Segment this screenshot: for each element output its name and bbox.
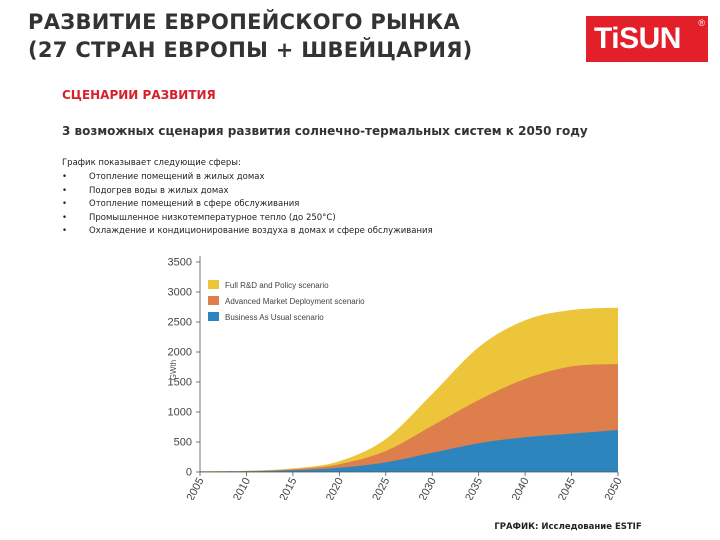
- list-item: • Отопление помещений в сфере обслуживани…: [62, 198, 433, 212]
- title-line-1: РАЗВИТИЕ ЕВРОПЕЙСКОГО РЫНКА: [28, 10, 461, 34]
- bullet-icon: •: [62, 199, 68, 209]
- x-tick-label: 2040: [510, 476, 532, 500]
- y-tick-label: 2500: [168, 317, 192, 329]
- y-tick-label: 1500: [168, 377, 192, 389]
- x-tick-label: 2050: [603, 476, 625, 500]
- page-title: РАЗВИТИЕ ЕВРОПЕЙСКОГО РЫНКА (27 СТРАН ЕВ…: [28, 8, 548, 64]
- x-tick-label: 2025: [370, 476, 392, 500]
- legend-swatch: [208, 280, 219, 289]
- y-tick-label: 2000: [168, 347, 192, 359]
- list-item-label: Отопление помещений в сфере обслуживания: [89, 199, 300, 209]
- scenario-area-chart: 0 500 1000 1500 2000 2500 3000 3500 GWth 2005 2010…: [168, 256, 625, 500]
- legend-label: Full R&D and Policy scenario: [225, 281, 329, 290]
- list-item-label: Охлаждение и кондиционирование воздуха в…: [89, 226, 433, 236]
- section-subtitle: СЦЕНАРИИ РАЗВИТИЯ: [62, 88, 216, 102]
- x-tick-label: 2045: [556, 476, 578, 500]
- intro-text: График показывает следующие сферы:: [62, 158, 241, 168]
- legend-label: Business As Usual scenario: [225, 313, 324, 322]
- list-item: • Подогрев воды в жилых домах: [62, 185, 433, 199]
- registered-mark: ®: [698, 18, 705, 28]
- x-tick-label: 2030: [417, 476, 439, 500]
- x-tick-label: 2015: [277, 476, 299, 500]
- y-tick-label: 3000: [168, 287, 192, 299]
- series-area-business: [200, 430, 618, 472]
- legend-label: Advanced Market Deployment scenario: [225, 297, 365, 306]
- x-tick-label: 2005: [185, 476, 207, 500]
- legend-swatch: [208, 312, 219, 321]
- x-tick-label: 2010: [231, 476, 253, 500]
- y-tick-label: 0: [186, 467, 192, 479]
- logo-text: TiSUN: [594, 22, 681, 55]
- y-tick-label: 1000: [168, 407, 192, 419]
- list-item: • Отопление помещений в жилых домах: [62, 171, 433, 185]
- x-tick-label: 2035: [463, 476, 485, 500]
- list-item: • Промышленное низкотемпературное тепло (…: [62, 212, 433, 226]
- y-axis-label: GWth: [169, 360, 178, 380]
- bullet-icon: •: [62, 185, 68, 196]
- y-tick-label: 3500: [168, 257, 192, 269]
- legend-swatch: [208, 296, 219, 305]
- sphere-list: • Отопление помещений в жилых домах • Подо…: [62, 171, 433, 239]
- tisun-logo: TiSUN ®: [586, 16, 708, 62]
- y-tick-label: 500: [174, 437, 192, 449]
- list-item-label: Отопление помещений в жилых домах: [89, 172, 265, 182]
- source-caption: ГРАФИК: Исследование ESTIF: [494, 522, 642, 532]
- lead-text: 3 возможных сценария развития солнечно-т…: [62, 124, 588, 138]
- list-item: • Охлаждение и кондиционирование воздуха …: [62, 225, 433, 239]
- bullet-icon: •: [62, 226, 68, 236]
- bullet-icon: •: [62, 212, 68, 223]
- list-item-label: Промышленное низкотемпературное тепло (д…: [89, 212, 336, 223]
- x-tick-label: 2020: [324, 476, 346, 500]
- title-line-2: (27 СТРАН ЕВРОПЫ + ШВЕЙЦАРИЯ): [28, 38, 473, 62]
- bullet-icon: •: [62, 172, 68, 182]
- list-item-label: Подогрев воды в жилых домах: [89, 185, 229, 196]
